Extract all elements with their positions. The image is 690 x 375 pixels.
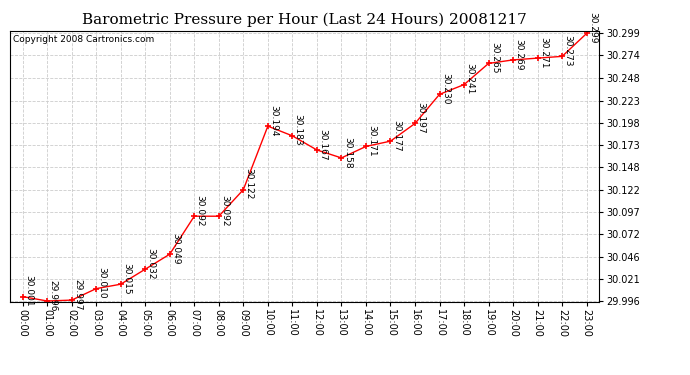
Text: 29.996: 29.996 <box>48 280 57 311</box>
Text: 30.122: 30.122 <box>245 168 254 200</box>
Text: Copyright 2008 Cartronics.com: Copyright 2008 Cartronics.com <box>13 35 155 44</box>
Text: 30.273: 30.273 <box>564 35 573 66</box>
Text: 29.997: 29.997 <box>73 279 82 310</box>
Text: 30.032: 30.032 <box>146 248 156 279</box>
Text: 30.010: 30.010 <box>97 267 106 299</box>
Text: 30.271: 30.271 <box>539 37 548 68</box>
Title: Barometric Pressure per Hour (Last 24 Hours) 20081217: Barometric Pressure per Hour (Last 24 Ho… <box>82 12 527 27</box>
Text: 30.183: 30.183 <box>294 114 303 146</box>
Text: 30.171: 30.171 <box>367 125 376 157</box>
Text: 30.092: 30.092 <box>196 195 205 226</box>
Text: 30.197: 30.197 <box>416 102 425 134</box>
Text: 30.167: 30.167 <box>318 129 327 160</box>
Text: 30.092: 30.092 <box>220 195 229 226</box>
Text: 30.158: 30.158 <box>343 136 352 168</box>
Text: 30.015: 30.015 <box>122 263 131 294</box>
Text: 30.241: 30.241 <box>466 63 475 95</box>
Text: 30.269: 30.269 <box>515 39 524 70</box>
Text: 30.299: 30.299 <box>588 12 597 44</box>
Text: 30.049: 30.049 <box>171 233 180 264</box>
Text: 30.265: 30.265 <box>490 42 499 74</box>
Text: 30.194: 30.194 <box>269 105 278 136</box>
Text: 30.177: 30.177 <box>392 120 401 152</box>
Text: 30.001: 30.001 <box>24 275 33 307</box>
Text: 30.230: 30.230 <box>441 73 450 105</box>
